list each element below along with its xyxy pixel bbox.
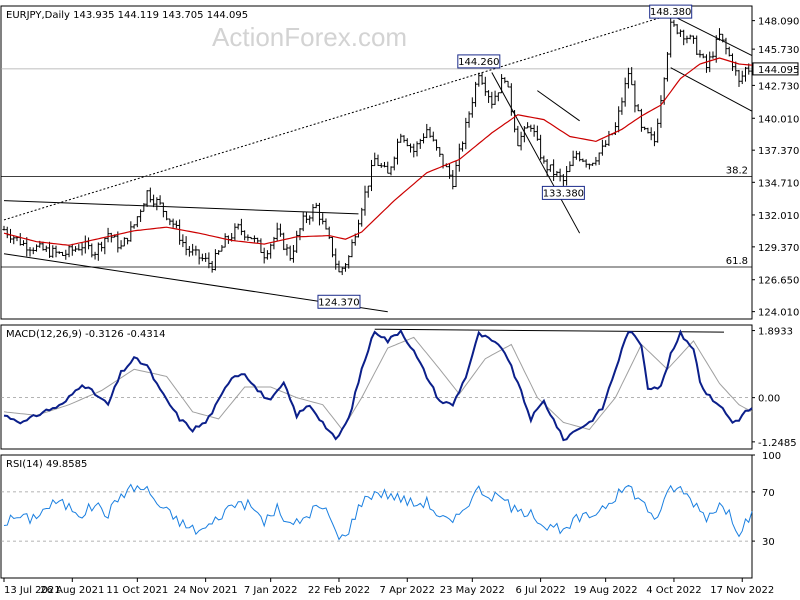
x-tick-label: 7 Jan 2022 <box>244 585 298 596</box>
macd-line <box>3 328 753 442</box>
price-y-tick-label: 134.710 <box>758 178 799 189</box>
trend-line <box>537 90 580 122</box>
annotation-box <box>457 54 501 69</box>
x-tick-label: 19 Aug 2022 <box>574 585 638 596</box>
annotation-label: 148.380 <box>650 7 691 18</box>
x-tick-label: 22 Feb 2022 <box>308 585 370 596</box>
macd-y-tick-label: 1.8933 <box>758 327 793 338</box>
rsi-y-tick-label: 70 <box>762 488 775 499</box>
x-tick-label: 23 May 2022 <box>440 585 505 596</box>
watermark: ActionForex.com <box>212 22 408 52</box>
price-annotation: 148.380 <box>649 4 693 19</box>
trend-line <box>670 67 753 112</box>
current-price-rect <box>752 62 799 76</box>
x-tick-label: 11 Oct 2021 <box>106 585 168 596</box>
macd-panel-frame <box>0 324 753 450</box>
trend-line <box>491 72 581 234</box>
macd-y-tick-label: -1.2485 <box>758 438 797 449</box>
x-tick-label: 6 Jul 2022 <box>515 585 565 596</box>
trend-line <box>3 200 359 215</box>
annotation-box <box>541 185 585 200</box>
price-y-tick-label: 142.730 <box>758 81 799 92</box>
annotation-box <box>649 4 693 19</box>
price-panel-frame <box>0 5 753 320</box>
x-tick-label: 26 Aug 2021 <box>40 585 104 596</box>
moving-average-line <box>3 57 753 246</box>
annotation-label: 144.260 <box>458 57 499 68</box>
price-y-tick-label: 137.370 <box>758 146 799 157</box>
current-price-label: 144.095 <box>758 65 799 76</box>
macd-panel: 1.8933 0.00 -1.2485 MACD(12,26,9) -0.3126 -… <box>1 327 797 449</box>
price-y-tick-label: 126.650 <box>758 276 799 287</box>
annotation-box <box>317 294 361 309</box>
x-tick-label: 17 Nov 2022 <box>710 585 774 596</box>
macd-resistance-line <box>374 328 725 333</box>
price-y-tick-label: 132.010 <box>758 211 799 222</box>
price-y-tick-label: 145.730 <box>758 45 799 56</box>
price-y-tick-label: 140.010 <box>758 114 799 125</box>
rsi-panel: 100 70 30 RSI(14) 49.8585 <box>1 451 781 548</box>
annotation-label: 124.370 <box>318 297 359 308</box>
macd-y-tick-label: 0.00 <box>758 394 780 405</box>
x-tick-label: 4 Oct 2022 <box>646 585 701 596</box>
trend-line <box>3 13 671 221</box>
rsi-panel-frame <box>0 454 753 579</box>
rsi-panel-title: RSI(14) 49.8585 <box>6 459 87 470</box>
macd-signal-line <box>3 336 753 431</box>
rsi-y-tick-label: 100 <box>762 451 781 462</box>
fib-level-label: 38.2 <box>726 165 748 176</box>
x-tick-label: 24 Nov 2021 <box>174 585 238 596</box>
price-panel-title: EURJPY,Daily 143.935 144.119 143.705 144… <box>6 10 248 21</box>
macd-panel-title: MACD(12,26,9) -0.3126 -0.4314 <box>6 329 166 340</box>
current-price-box: 144.095 <box>752 62 799 76</box>
rsi-line <box>3 483 753 541</box>
trend-line <box>676 17 753 56</box>
price-y-tick-label: 129.370 <box>758 243 799 254</box>
fib-level-label: 61.8 <box>726 256 748 267</box>
price-annotation: 124.370 <box>317 294 361 309</box>
price-annotation: 144.260 <box>457 54 501 69</box>
x-tick-label: 13 Jul 2021 <box>4 585 61 596</box>
annotation-label: 133.380 <box>543 188 584 199</box>
price-y-tick-label: 148.090 <box>758 17 799 28</box>
price-bars <box>2 18 754 276</box>
price-panel: 38.2 61.8 148.380 144.260 133.380 124.370 148.… <box>1 4 799 319</box>
price-annotation: 133.380 <box>541 185 585 200</box>
rsi-y-tick-label: 30 <box>762 537 775 548</box>
price-y-tick-label: 124.010 <box>758 308 799 319</box>
x-tick-label: 7 Apr 2022 <box>380 585 435 596</box>
